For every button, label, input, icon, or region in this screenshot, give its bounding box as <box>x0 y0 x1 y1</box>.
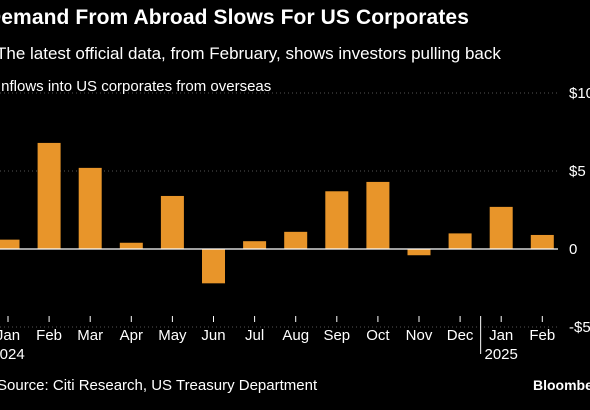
x-tick-label: Apr <box>120 327 143 344</box>
y-tick-label: $5 <box>569 163 586 180</box>
x-tick-label: Feb <box>36 327 62 344</box>
bar <box>284 231 308 249</box>
chart-subtitle: The latest official data, from February,… <box>0 44 501 63</box>
x-tick-label: Jan <box>489 327 513 344</box>
bar <box>119 242 143 249</box>
x-tick-label: Feb <box>529 327 555 344</box>
y-tick-label: $10B <box>569 85 590 102</box>
chart-title: Demand From Abroad Slows For US Corporat… <box>0 6 469 29</box>
x-tick-label: Jun <box>201 327 225 344</box>
series-label: Inflows into US corporates from overseas <box>0 78 272 95</box>
x-year-label: 2024 <box>0 346 25 363</box>
bar <box>407 249 431 256</box>
x-tick-label: Aug <box>282 327 309 344</box>
x-tick-label: Nov <box>406 327 433 344</box>
source-note: Source: Citi Research, US Treasury Depar… <box>0 377 318 394</box>
x-tick-label: Mar <box>77 327 103 344</box>
bar <box>530 234 554 249</box>
y-tick-label: -$5 <box>569 319 590 336</box>
bloomberg-logo: Bloomberg <box>533 377 590 393</box>
bar <box>448 233 472 249</box>
bar-chart: -$5 0 $5 $10B Jan 2024 Feb Mar Apr May Jun Jul Aug Se… <box>0 85 590 363</box>
x-tick-label: May <box>158 327 187 344</box>
bar <box>243 241 267 249</box>
bar <box>366 181 390 249</box>
x-tick-label: Jul <box>245 327 264 344</box>
x-year-label: 2025 <box>485 346 518 363</box>
bar <box>0 239 20 249</box>
x-tick-label: Dec <box>447 327 474 344</box>
bar <box>160 195 184 249</box>
bar <box>325 191 349 249</box>
bar <box>37 142 61 249</box>
bar <box>489 206 513 249</box>
bar <box>78 167 102 249</box>
y-tick-label: 0 <box>569 241 577 258</box>
x-tick-label: Jan <box>0 327 20 344</box>
bar <box>202 249 225 284</box>
x-tick-label: Oct <box>366 327 390 344</box>
x-tick-label: Sep <box>323 327 350 344</box>
